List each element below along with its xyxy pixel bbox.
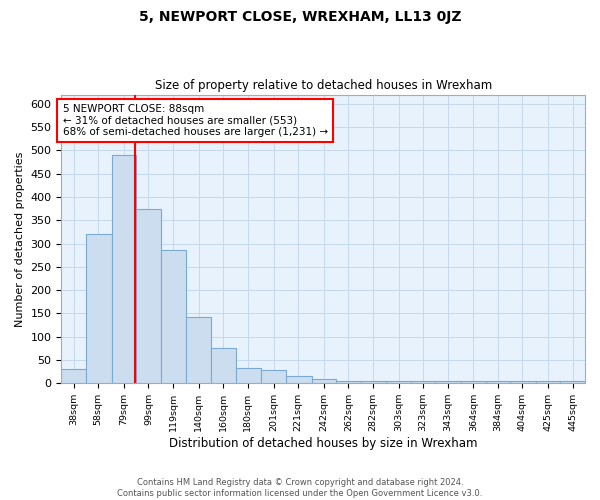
Text: Contains HM Land Registry data © Crown copyright and database right 2024.
Contai: Contains HM Land Registry data © Crown c… bbox=[118, 478, 482, 498]
Bar bbox=[311, 380, 336, 383]
Bar bbox=[261, 370, 286, 383]
Bar bbox=[161, 250, 187, 383]
Bar bbox=[386, 382, 411, 383]
Bar bbox=[560, 381, 585, 383]
X-axis label: Distribution of detached houses by size in Wrexham: Distribution of detached houses by size … bbox=[169, 437, 478, 450]
Text: 5 NEWPORT CLOSE: 88sqm
← 31% of detached houses are smaller (553)
68% of semi-de: 5 NEWPORT CLOSE: 88sqm ← 31% of detached… bbox=[62, 104, 328, 137]
Bar bbox=[286, 376, 311, 383]
Bar bbox=[536, 382, 560, 383]
Y-axis label: Number of detached properties: Number of detached properties bbox=[15, 151, 25, 326]
Bar bbox=[436, 382, 461, 383]
Bar bbox=[411, 382, 436, 383]
Bar bbox=[236, 368, 261, 383]
Bar bbox=[136, 208, 161, 383]
Bar bbox=[336, 381, 361, 383]
Bar bbox=[485, 382, 510, 383]
Text: 5, NEWPORT CLOSE, WREXHAM, LL13 0JZ: 5, NEWPORT CLOSE, WREXHAM, LL13 0JZ bbox=[139, 10, 461, 24]
Bar bbox=[461, 382, 485, 383]
Bar bbox=[187, 316, 211, 383]
Bar bbox=[112, 155, 136, 383]
Title: Size of property relative to detached houses in Wrexham: Size of property relative to detached ho… bbox=[155, 79, 492, 92]
Bar bbox=[211, 348, 236, 383]
Bar bbox=[61, 370, 86, 383]
Bar bbox=[86, 234, 112, 383]
Bar bbox=[361, 381, 386, 383]
Bar bbox=[510, 382, 536, 383]
